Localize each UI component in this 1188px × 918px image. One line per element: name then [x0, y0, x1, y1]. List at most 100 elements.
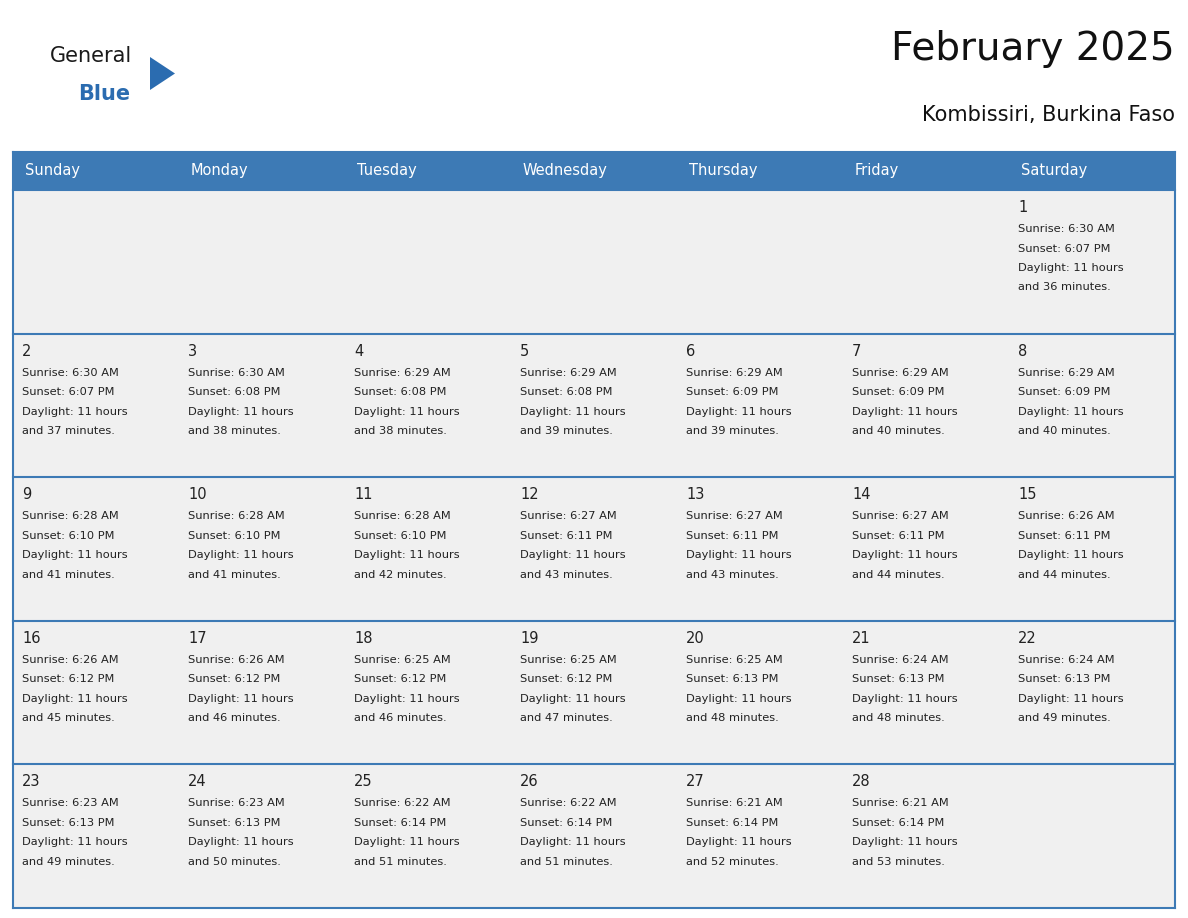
Text: Sunset: 6:12 PM: Sunset: 6:12 PM [188, 675, 280, 684]
Polygon shape [150, 57, 175, 90]
Text: Sunrise: 6:24 AM: Sunrise: 6:24 AM [1018, 655, 1114, 665]
Text: and 46 minutes.: and 46 minutes. [188, 713, 280, 723]
Text: 15: 15 [1018, 487, 1036, 502]
Text: and 41 minutes.: and 41 minutes. [188, 570, 280, 579]
Text: Daylight: 11 hours: Daylight: 11 hours [1018, 550, 1124, 560]
Text: Sunrise: 6:22 AM: Sunrise: 6:22 AM [354, 799, 450, 809]
Text: and 43 minutes.: and 43 minutes. [520, 570, 613, 579]
Text: Daylight: 11 hours: Daylight: 11 hours [23, 407, 127, 417]
Text: 23: 23 [23, 775, 40, 789]
Text: and 48 minutes.: and 48 minutes. [852, 713, 944, 723]
Text: Sunrise: 6:27 AM: Sunrise: 6:27 AM [685, 511, 783, 521]
Text: Sunrise: 6:27 AM: Sunrise: 6:27 AM [520, 511, 617, 521]
Bar [843, 621, 1009, 765]
Text: Sunset: 6:10 PM: Sunset: 6:10 PM [23, 531, 114, 541]
Bar [13, 333, 179, 477]
Text: and 51 minutes.: and 51 minutes. [520, 856, 613, 867]
Text: Sunset: 6:12 PM: Sunset: 6:12 PM [23, 675, 114, 684]
Text: Sunrise: 6:28 AM: Sunrise: 6:28 AM [354, 511, 450, 521]
Text: Sunrise: 6:27 AM: Sunrise: 6:27 AM [852, 511, 949, 521]
Text: Sunrise: 6:25 AM: Sunrise: 6:25 AM [685, 655, 783, 665]
Text: Sunset: 6:08 PM: Sunset: 6:08 PM [520, 387, 613, 397]
Text: Sunset: 6:10 PM: Sunset: 6:10 PM [188, 531, 280, 541]
Text: Blue: Blue [78, 84, 131, 104]
Text: Sunrise: 6:26 AM: Sunrise: 6:26 AM [188, 655, 285, 665]
Text: Wednesday: Wednesday [523, 163, 607, 178]
Bar [13, 765, 179, 908]
Text: Sunset: 6:13 PM: Sunset: 6:13 PM [852, 675, 944, 684]
Text: Sunset: 6:07 PM: Sunset: 6:07 PM [23, 387, 114, 397]
Text: Sunset: 6:09 PM: Sunset: 6:09 PM [685, 387, 778, 397]
Text: Daylight: 11 hours: Daylight: 11 hours [354, 550, 460, 560]
Bar [345, 621, 511, 765]
Text: and 43 minutes.: and 43 minutes. [685, 570, 779, 579]
Text: and 47 minutes.: and 47 minutes. [520, 713, 613, 723]
Text: Daylight: 11 hours: Daylight: 11 hours [1018, 407, 1124, 417]
Text: Kombissiri, Burkina Faso: Kombissiri, Burkina Faso [922, 105, 1175, 125]
Text: and 38 minutes.: and 38 minutes. [354, 426, 447, 436]
Text: Sunset: 6:14 PM: Sunset: 6:14 PM [852, 818, 944, 828]
Text: and 51 minutes.: and 51 minutes. [354, 856, 447, 867]
Text: Sunset: 6:14 PM: Sunset: 6:14 PM [685, 818, 778, 828]
Text: Sunset: 6:14 PM: Sunset: 6:14 PM [354, 818, 447, 828]
Bar [677, 765, 843, 908]
Bar [677, 190, 843, 333]
Bar [179, 190, 345, 333]
Text: February 2025: February 2025 [891, 30, 1175, 68]
Text: Daylight: 11 hours: Daylight: 11 hours [23, 837, 127, 847]
Bar [1009, 765, 1175, 908]
Text: Sunset: 6:13 PM: Sunset: 6:13 PM [23, 818, 114, 828]
Text: Sunrise: 6:28 AM: Sunrise: 6:28 AM [188, 511, 285, 521]
Text: Sunset: 6:14 PM: Sunset: 6:14 PM [520, 818, 612, 828]
Text: Sunset: 6:08 PM: Sunset: 6:08 PM [354, 387, 447, 397]
Text: Tuesday: Tuesday [356, 163, 416, 178]
Text: Daylight: 11 hours: Daylight: 11 hours [23, 550, 127, 560]
Text: and 38 minutes.: and 38 minutes. [188, 426, 280, 436]
Text: 21: 21 [852, 631, 871, 645]
Text: Sunset: 6:13 PM: Sunset: 6:13 PM [685, 675, 778, 684]
Text: and 52 minutes.: and 52 minutes. [685, 856, 779, 867]
Text: Sunrise: 6:23 AM: Sunrise: 6:23 AM [23, 799, 119, 809]
Bar [179, 765, 345, 908]
Text: Sunrise: 6:28 AM: Sunrise: 6:28 AM [23, 511, 119, 521]
Text: 18: 18 [354, 631, 373, 645]
Bar [13, 621, 179, 765]
Bar [511, 190, 677, 333]
Bar [843, 333, 1009, 477]
Bar [677, 621, 843, 765]
Bar [511, 333, 677, 477]
Text: Sunrise: 6:21 AM: Sunrise: 6:21 AM [852, 799, 949, 809]
Text: Daylight: 11 hours: Daylight: 11 hours [188, 550, 293, 560]
Text: Friday: Friday [854, 163, 899, 178]
Text: Thursday: Thursday [689, 163, 757, 178]
Text: and 40 minutes.: and 40 minutes. [852, 426, 944, 436]
Text: and 39 minutes.: and 39 minutes. [685, 426, 779, 436]
Text: 3: 3 [188, 343, 197, 359]
Text: Daylight: 11 hours: Daylight: 11 hours [852, 407, 958, 417]
Text: and 44 minutes.: and 44 minutes. [852, 570, 944, 579]
Text: Sunrise: 6:25 AM: Sunrise: 6:25 AM [354, 655, 450, 665]
Text: Sunrise: 6:26 AM: Sunrise: 6:26 AM [1018, 511, 1114, 521]
Text: Sunrise: 6:21 AM: Sunrise: 6:21 AM [685, 799, 783, 809]
Bar [13, 152, 1175, 190]
Text: Sunset: 6:12 PM: Sunset: 6:12 PM [520, 675, 612, 684]
Text: Daylight: 11 hours: Daylight: 11 hours [23, 694, 127, 704]
Text: Daylight: 11 hours: Daylight: 11 hours [852, 837, 958, 847]
Text: Sunset: 6:09 PM: Sunset: 6:09 PM [1018, 387, 1111, 397]
Text: 10: 10 [188, 487, 207, 502]
Bar [345, 333, 511, 477]
Text: Sunset: 6:11 PM: Sunset: 6:11 PM [685, 531, 778, 541]
Text: Daylight: 11 hours: Daylight: 11 hours [188, 407, 293, 417]
Text: Daylight: 11 hours: Daylight: 11 hours [852, 694, 958, 704]
Text: Daylight: 11 hours: Daylight: 11 hours [685, 407, 791, 417]
Text: Daylight: 11 hours: Daylight: 11 hours [354, 837, 460, 847]
Text: and 37 minutes.: and 37 minutes. [23, 426, 115, 436]
Text: 26: 26 [520, 775, 538, 789]
Text: Sunrise: 6:30 AM: Sunrise: 6:30 AM [23, 367, 119, 377]
Text: Sunrise: 6:29 AM: Sunrise: 6:29 AM [852, 367, 949, 377]
Text: Sunset: 6:09 PM: Sunset: 6:09 PM [852, 387, 944, 397]
Text: Sunset: 6:11 PM: Sunset: 6:11 PM [1018, 531, 1111, 541]
Text: Daylight: 11 hours: Daylight: 11 hours [354, 694, 460, 704]
Text: Sunrise: 6:30 AM: Sunrise: 6:30 AM [1018, 224, 1114, 234]
Text: 27: 27 [685, 775, 704, 789]
